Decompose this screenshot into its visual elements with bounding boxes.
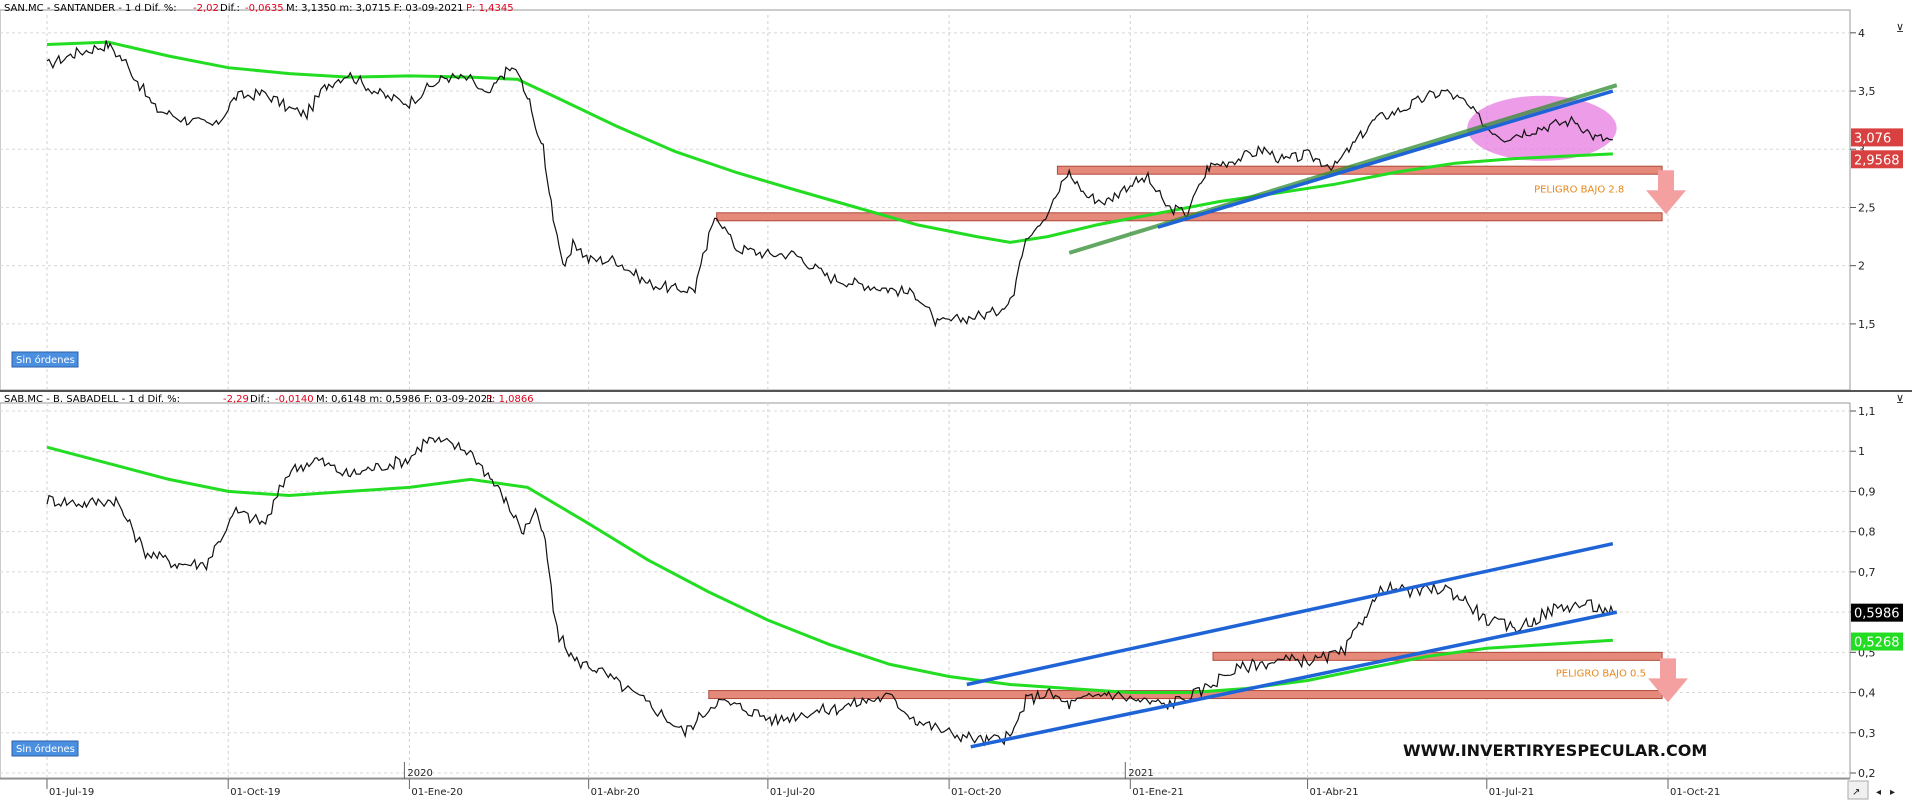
x-tick-label: 01-Jul-20 <box>770 787 815 798</box>
panel-1-plot: 1,5 2 2,5 3 3,5 4 PELIGRO BAJO 2.8 3,076 2,9568 <box>0 15 1903 390</box>
price-badge <box>1851 128 1903 147</box>
x-tick-label: 01-Jul-19 <box>49 787 94 798</box>
header-2-prefix: SAB.MC - B. SABADELL - 1 d Dif. %: <box>4 394 180 405</box>
scroll-left-icon[interactable]: ◂ <box>1876 787 1881 798</box>
trendline <box>966 542 1614 687</box>
down-arrow-icon <box>1648 658 1688 703</box>
y-tick-label: 2 <box>1858 260 1865 273</box>
collapse-icon[interactable]: ⊻ <box>1896 22 1904 35</box>
panel-2-window-controls[interactable]: ⊻ <box>1896 393 1904 406</box>
trendline <box>1157 89 1614 229</box>
header-2-dif-pct: -2,29 <box>223 394 249 405</box>
sma-line <box>46 40 1613 244</box>
panel-1-window-controls[interactable]: ⊻ <box>1896 22 1904 35</box>
panel-1-frame <box>0 9 1851 391</box>
bottom-right-controls[interactable]: ↗ ◂ ▸ <box>1847 780 1895 800</box>
status-button-1-label: Sin órdenes <box>16 354 75 366</box>
chart-tool-icon[interactable] <box>1847 780 1869 800</box>
y-tick-label: 0,4 <box>1858 687 1876 700</box>
y-tick-label: 3,5 <box>1858 85 1876 98</box>
y-tick-label: 0,8 <box>1858 526 1876 539</box>
scroll-right-icon[interactable]: ▸ <box>1890 787 1895 798</box>
price-series <box>46 40 1613 328</box>
down-arrow-icon <box>1646 170 1687 215</box>
y-tick-label: 0,3 <box>1858 727 1876 740</box>
price-badge <box>1851 632 1903 651</box>
plot-layer: 1,5 2 2,5 3 3,5 4 PELIGRO BAJO 2.8 3,076 2,9568 0… <box>0 15 1903 798</box>
header-2-p: P: 1,0866 <box>486 394 534 405</box>
header-2-range: M: 0,6148 m: 0,5986 F: 03-09-2021 <box>316 394 493 405</box>
x-tick-label: 01-Abr-20 <box>591 787 640 798</box>
y-tick-label: 0,7 <box>1858 566 1876 579</box>
price-badge-label: 2,9568 <box>1854 153 1900 168</box>
header-1-dif: -0,0635 <box>245 3 284 14</box>
y-tick-label: 1,1 <box>1858 405 1876 418</box>
header-1-dif-pct: -2,02 <box>193 3 219 14</box>
sma-line <box>46 445 1613 694</box>
y-tick-label: 4 <box>1858 27 1865 40</box>
trendline <box>970 610 1618 749</box>
status-button-2[interactable]: Sin órdenes <box>11 740 79 757</box>
x-tick-label: 01-Jul-21 <box>1489 787 1534 798</box>
header-1-range: M: 3,1350 m: 3,0715 F: 03-09-2021 <box>286 3 463 14</box>
year-label: 2021 <box>1128 768 1153 779</box>
collapse-icon[interactable]: ⊻ <box>1896 393 1904 406</box>
x-tick-label: 01-Oct-20 <box>951 787 1001 798</box>
price-series <box>46 436 1614 747</box>
svg-text:↗: ↗ <box>1852 787 1860 798</box>
price-badge <box>1851 150 1903 169</box>
y-tick-label: 0,9 <box>1858 485 1876 498</box>
panel-2-header: SAB.MC - B. SABADELL - 1 d Dif. %: -2,29… <box>4 394 534 405</box>
x-tick-label: 01-Abr-21 <box>1310 787 1359 798</box>
price-badge <box>1851 603 1903 622</box>
y-tick-label: 0,2 <box>1858 767 1876 780</box>
price-badge-label: 0,5268 <box>1854 636 1900 651</box>
x-tick-label: 01-Ene-21 <box>1132 787 1183 798</box>
x-tick-label: 01-Oct-19 <box>230 787 280 798</box>
header-1-p: P: 1,4345 <box>466 3 514 14</box>
price-badge-label: 3,076 <box>1854 131 1891 146</box>
highlight-ellipse <box>1467 95 1617 161</box>
status-button-2-label: Sin órdenes <box>16 743 75 755</box>
y-tick-label: 1 <box>1858 445 1865 458</box>
panel-1-header: SAN.MC - SANTANDER - 1 d Dif. %: -2,02 D… <box>4 3 514 14</box>
status-button-1[interactable]: Sin órdenes <box>11 351 79 368</box>
watermark: WWW.INVERTIRYESPECULAR.COM <box>1403 741 1707 760</box>
price-badge-label: 0,5986 <box>1854 607 1900 622</box>
y-tick-label: 3 <box>1858 143 1865 156</box>
danger-note: PELIGRO BAJO 0.5 <box>1556 668 1646 679</box>
header-2-dif-label: Dif.: <box>250 394 270 405</box>
header-2-dif: -0,0140 <box>275 394 314 405</box>
x-tick-label: 01-Ene-20 <box>411 787 462 798</box>
danger-note: PELIGRO BAJO 2.8 <box>1534 184 1624 195</box>
header-1-prefix: SAN.MC - SANTANDER - 1 d Dif. %: <box>4 3 177 14</box>
x-tick-label: 01-Oct-21 <box>1670 787 1720 798</box>
y-tick-label: 2,5 <box>1858 201 1876 214</box>
panel-2-frame <box>0 402 1851 779</box>
y-tick-label: 1,5 <box>1858 318 1876 331</box>
header-1-dif-label: Dif.: <box>220 3 240 14</box>
year-label: 2020 <box>407 768 432 779</box>
